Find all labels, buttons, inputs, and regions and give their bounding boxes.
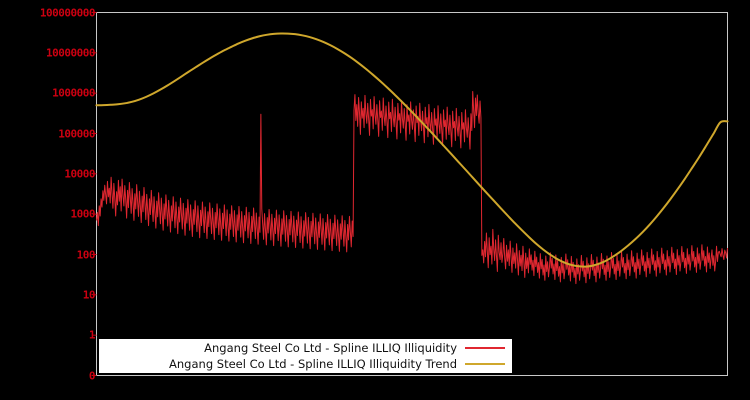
y-axis-tick-label: 100000000 (39, 6, 96, 19)
legend-label: Angang Steel Co Ltd - Spline ILLIQ Illiq… (204, 341, 457, 355)
y-axis-tick-label: 10 (82, 288, 96, 302)
y-axis-tick-label: 10000000 (46, 46, 95, 60)
legend-label: Angang Steel Co Ltd - Spline ILLIQ Illiq… (169, 357, 457, 371)
y-axis-ticks (92, 12, 97, 376)
y-axis-tick-label: 100000 (58, 127, 95, 140)
legend-item[interactable]: Angang Steel Co Ltd - Spline ILLIQ Illiq… (100, 356, 511, 372)
chart-legend[interactable]: Angang Steel Co Ltd - Spline ILLIQ Illiq… (99, 339, 512, 373)
legend-item[interactable]: Angang Steel Co Ltd - Spline ILLIQ Illiq… (100, 340, 511, 356)
y-axis-tick-label: 10000 (64, 167, 95, 181)
axis-frame (96, 12, 728, 376)
legend-swatch-line (465, 347, 505, 349)
legend-swatch-line (465, 363, 505, 365)
y-axis-tick-label: 0 (88, 369, 96, 382)
series-line-illiquidity (96, 91, 728, 285)
y-axis-tick-label: 1000 (70, 207, 96, 221)
y-axis-tick-label: 1 (88, 328, 96, 342)
y-axis-tick-label: 100 (76, 248, 96, 261)
y-axis-tick-label: 1000000 (52, 86, 95, 100)
series-line-trend (95, 32, 729, 268)
